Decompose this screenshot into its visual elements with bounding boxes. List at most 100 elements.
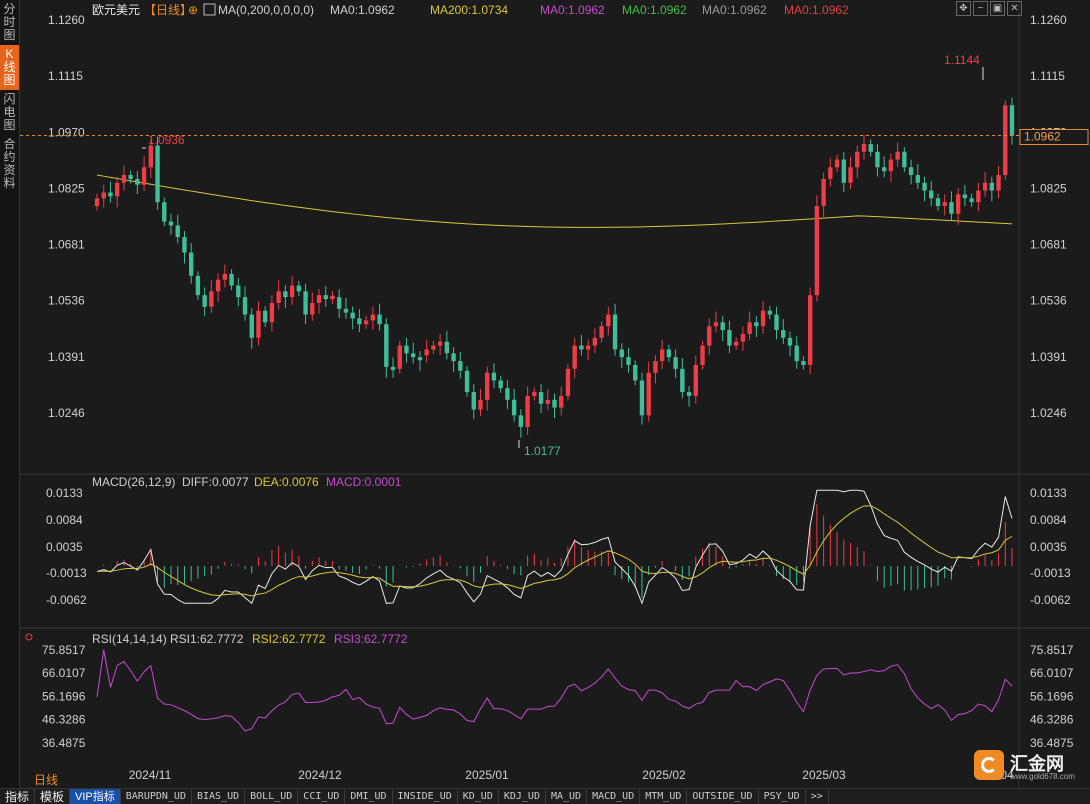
- rsi-tick-label-left: 46.3286: [42, 713, 86, 727]
- indicator-tab--[interactable]: >>: [806, 789, 829, 804]
- rsi-tick-label-left: 75.8517: [42, 643, 86, 657]
- candle-body: [538, 392, 544, 404]
- sidebar-tab-0[interactable]: 分时图: [3, 2, 16, 42]
- candle-body: [982, 182, 988, 191]
- indicator-tab-kdj-ud[interactable]: KDJ_UD: [499, 789, 546, 804]
- x-tick-label: 2025/02: [642, 768, 686, 782]
- indicator-tab-outside-ud[interactable]: OUTSIDE_UD: [687, 789, 759, 804]
- candle-body: [404, 345, 409, 354]
- price-tick-label-left: 1.0536: [48, 294, 85, 308]
- rsi-tick-label: 36.4875: [1030, 736, 1074, 750]
- candle-body: [350, 312, 355, 319]
- candle-body: [256, 310, 261, 338]
- candle-body: [969, 198, 974, 203]
- candle-body: [114, 182, 120, 197]
- indicator-tab-dmi-ud[interactable]: DMI_UD: [345, 789, 393, 804]
- sidebar-tab-3[interactable]: 合约资料: [3, 137, 16, 190]
- candle-body: [962, 194, 968, 199]
- rsi-line: [96, 649, 1013, 732]
- macd-diff-line: [96, 489, 1013, 605]
- candle-body: [794, 345, 799, 362]
- sidebar-tab-2[interactable]: 闪电图: [3, 92, 16, 132]
- candle-body: [485, 372, 490, 400]
- candle-body: [189, 252, 194, 276]
- indicator-tab--[interactable]: 模板: [35, 789, 71, 804]
- candle-body: [242, 297, 248, 315]
- ma200-line: [96, 174, 1013, 228]
- indicator-tab--[interactable]: 指标: [0, 789, 36, 804]
- candle-body: [949, 202, 954, 214]
- current-price-label: 1.0962: [1024, 129, 1061, 143]
- indicator-tab-bias-ud[interactable]: BIAS_UD: [192, 789, 246, 804]
- rsi-legend-3: RSI3:62.7772: [334, 632, 408, 646]
- candle-body: [135, 178, 140, 185]
- indicator-tab-cci-ud[interactable]: CCI_UD: [298, 789, 346, 804]
- close-icon[interactable]: ✕: [1007, 1, 1022, 16]
- candle-body: [767, 310, 772, 315]
- rsi-tick-label-left: 36.4875: [42, 736, 86, 750]
- candle-body: [922, 182, 927, 191]
- candle-body: [760, 310, 766, 327]
- logo-url: www.gold678.com: [1010, 772, 1075, 781]
- logo-text: 汇金网: [1010, 754, 1064, 774]
- x-tick-label: 2025/01: [465, 768, 509, 782]
- candle-body: [881, 167, 887, 172]
- candle-body: [323, 295, 328, 300]
- indicator-icon[interactable]: [203, 3, 216, 16]
- candle-body: [417, 357, 423, 361]
- ma-legend-6: MA0:1.0962: [784, 3, 849, 17]
- move-icon[interactable]: ✥: [956, 1, 971, 16]
- candle-body: [707, 326, 712, 346]
- indicator-tab-vip-[interactable]: VIP指标: [70, 789, 121, 804]
- minus-icon[interactable]: −: [973, 1, 988, 16]
- price-tick-label-left: 1.0681: [48, 237, 85, 251]
- candle-body: [700, 345, 705, 365]
- candle-body: [908, 167, 914, 176]
- indicator-tab-psy-ud[interactable]: PSY_UD: [759, 789, 806, 804]
- indicator-tab-mtm-ud[interactable]: MTM_UD: [640, 789, 688, 804]
- candle-body: [599, 326, 604, 338]
- candle-body: [895, 151, 900, 160]
- candle-body: [807, 295, 813, 365]
- candle-body: [841, 159, 846, 183]
- candle-body: [209, 291, 214, 307]
- candle-body: [229, 273, 234, 286]
- high-annotation: 1.1144: [944, 53, 980, 67]
- macd-tick-label: -0.0013: [1030, 566, 1071, 580]
- indicator-tab-boll-ud[interactable]: BOLL_UD: [245, 789, 299, 804]
- fit-icon[interactable]: ▣: [990, 1, 1005, 16]
- price-tick-label: 1.0681: [1030, 237, 1067, 251]
- indicator-tab-macd-ud[interactable]: MACD_UD: [587, 789, 641, 804]
- candle-body: [162, 202, 167, 222]
- candle-body: [942, 202, 947, 207]
- indicator-tab-barupdn-ud[interactable]: BARUPDN_UD: [121, 789, 192, 804]
- candle-body: [579, 345, 584, 350]
- rsi-settings-icon[interactable]: [25, 633, 33, 641]
- candle-body: [397, 345, 402, 369]
- indicator-tab-kd-ud[interactable]: KD_UD: [458, 789, 499, 804]
- candle-body: [686, 392, 692, 396]
- candle-body: [437, 341, 443, 346]
- indicator-tab-ma-ud[interactable]: MA_UD: [546, 789, 588, 804]
- rsi-tick-label: 46.3286: [1030, 713, 1074, 727]
- price-tick-label-left: 1.1260: [48, 13, 85, 27]
- low-annotation: 1.0177: [524, 444, 561, 458]
- candle-body: [444, 341, 450, 354]
- period-label[interactable]: 日线: [34, 773, 59, 787]
- price-tick-label: 1.1260: [1030, 13, 1067, 27]
- logo-icon: [974, 750, 1004, 780]
- price-tick-label: 1.0246: [1030, 406, 1067, 420]
- candle-body: [303, 291, 308, 315]
- price-tick-label-left: 1.1115: [48, 69, 83, 83]
- candle-body: [559, 395, 564, 408]
- candle-body: [787, 337, 793, 346]
- candle-body: [363, 320, 369, 325]
- indicator-tab-inside-ud[interactable]: INSIDE_UD: [393, 789, 458, 804]
- candle-body: [801, 361, 806, 365]
- x-tick-label: 2024/12: [298, 768, 342, 782]
- candle-body: [565, 368, 571, 396]
- candle-body: [545, 399, 550, 404]
- candle-body: [296, 285, 302, 292]
